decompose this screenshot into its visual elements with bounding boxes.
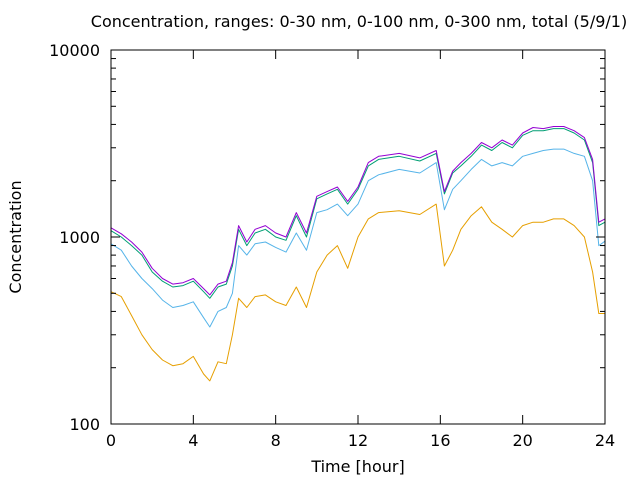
- series-line-1: [110, 203, 605, 382]
- x-tick-label: 0: [106, 431, 116, 450]
- plot-area: 0 4 8 12 16 20 24 100 1000 10000: [49, 41, 615, 450]
- y-axis-label: Concentration: [6, 180, 25, 293]
- chart-title: Concentration, ranges: 0-30 nm, 0-100 nm…: [91, 12, 627, 31]
- ticks-layer: 0 4 8 12 16 20 24 100 1000 10000: [49, 41, 615, 450]
- series-line-2: [110, 148, 606, 328]
- y-tick-label: 100: [69, 415, 100, 434]
- x-tick-label: 12: [348, 431, 368, 450]
- series-line-3: [110, 128, 606, 299]
- series-layer: [110, 126, 606, 382]
- y-tick-label: 10000: [49, 41, 100, 60]
- x-tick-label: 16: [430, 431, 450, 450]
- x-tick-label: 24: [595, 431, 615, 450]
- x-tick-label: 4: [188, 431, 198, 450]
- series-line-4: [110, 126, 606, 296]
- y-tick-label: 1000: [59, 228, 100, 247]
- x-tick-label: 8: [271, 431, 281, 450]
- x-axis-label: Time [hour]: [310, 457, 404, 476]
- x-tick-label: 20: [512, 431, 532, 450]
